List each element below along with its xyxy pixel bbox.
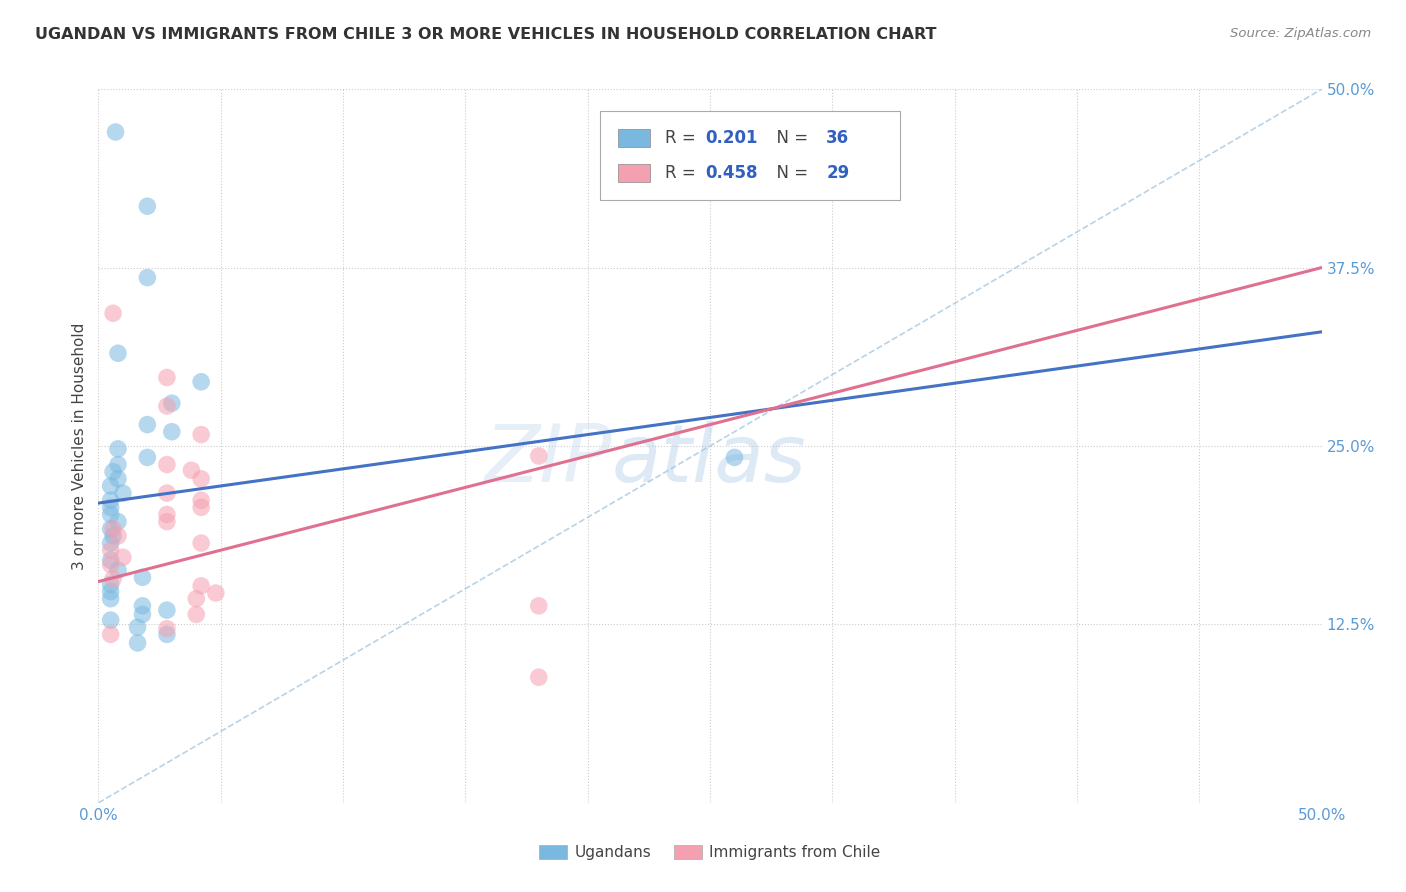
Point: [190, 500, 212, 515]
Point: [527, 670, 550, 684]
Point: [100, 536, 122, 550]
Point: [156, 627, 179, 641]
Text: ZIP: ZIP: [485, 421, 612, 500]
Point: [190, 427, 212, 442]
Point: [100, 500, 122, 515]
Point: [190, 493, 212, 508]
Point: [100, 522, 122, 536]
Bar: [619, 129, 650, 147]
Point: [100, 493, 122, 508]
Point: [107, 529, 129, 543]
Point: [156, 486, 179, 500]
Text: atlas: atlas: [612, 421, 807, 500]
Point: [107, 563, 129, 577]
Point: [127, 620, 149, 634]
Point: [156, 515, 179, 529]
Text: R =: R =: [665, 164, 700, 182]
Point: [100, 584, 122, 599]
Text: UGANDAN VS IMMIGRANTS FROM CHILE 3 OR MORE VEHICLES IN HOUSEHOLD CORRELATION CHA: UGANDAN VS IMMIGRANTS FROM CHILE 3 OR MO…: [35, 27, 936, 42]
FancyBboxPatch shape: [600, 111, 900, 200]
Text: N =: N =: [766, 164, 814, 182]
Point: [156, 458, 179, 472]
Point: [101, 572, 124, 586]
Text: 29: 29: [827, 164, 849, 182]
Point: [104, 125, 127, 139]
Text: 36: 36: [827, 128, 849, 146]
Point: [156, 603, 179, 617]
Text: 0.458: 0.458: [706, 164, 758, 182]
Point: [107, 346, 129, 360]
Point: [131, 599, 153, 613]
Point: [160, 396, 183, 410]
Point: [131, 570, 153, 584]
Bar: [619, 164, 650, 182]
Point: [136, 199, 159, 213]
Point: [101, 306, 124, 320]
Point: [101, 529, 124, 543]
Point: [107, 472, 129, 486]
Point: [107, 442, 129, 456]
Point: [100, 508, 122, 522]
Point: [101, 522, 124, 536]
Point: [156, 622, 179, 636]
Point: [205, 586, 228, 600]
Point: [190, 579, 212, 593]
Text: Source: ZipAtlas.com: Source: ZipAtlas.com: [1230, 27, 1371, 40]
Text: R =: R =: [665, 128, 700, 146]
Point: [186, 591, 208, 606]
Y-axis label: 3 or more Vehicles in Household: 3 or more Vehicles in Household: [72, 322, 87, 570]
Point: [190, 536, 212, 550]
Point: [180, 463, 202, 477]
Point: [100, 558, 122, 572]
Point: [156, 370, 179, 384]
Point: [100, 627, 122, 641]
Point: [100, 613, 122, 627]
Point: [127, 636, 149, 650]
Point: [100, 577, 122, 591]
Point: [186, 607, 208, 622]
Point: [136, 417, 159, 432]
Point: [100, 543, 122, 558]
Point: [156, 508, 179, 522]
Point: [136, 270, 159, 285]
Point: [100, 553, 122, 567]
Legend: Ugandans, Immigrants from Chile: Ugandans, Immigrants from Chile: [533, 839, 887, 866]
Point: [136, 450, 159, 465]
Text: 0.201: 0.201: [706, 128, 758, 146]
Point: [131, 607, 153, 622]
Point: [100, 591, 122, 606]
Text: N =: N =: [766, 128, 814, 146]
Point: [107, 458, 129, 472]
Point: [111, 550, 134, 565]
Point: [111, 486, 134, 500]
Point: [527, 449, 550, 463]
Point: [156, 399, 179, 413]
Point: [190, 472, 212, 486]
Point: [101, 465, 124, 479]
Point: [527, 599, 550, 613]
Point: [100, 479, 122, 493]
Point: [107, 515, 129, 529]
Point: [160, 425, 183, 439]
Point: [190, 375, 212, 389]
Point: [723, 450, 745, 465]
